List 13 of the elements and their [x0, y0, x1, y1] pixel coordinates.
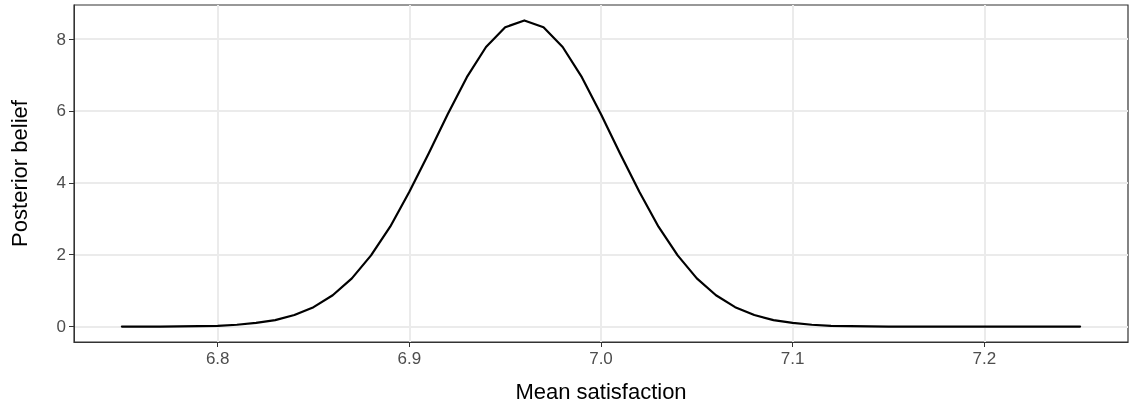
x-tick-label: 6.8 — [205, 349, 230, 368]
x-tick-label: 7.2 — [972, 349, 997, 368]
x-tick-label: 7.0 — [589, 349, 613, 368]
line-series — [120, 19, 1082, 328]
y-tick-label: 8 — [56, 29, 66, 49]
y-tick-label: 4 — [56, 173, 66, 193]
y-tick-label: 2 — [56, 245, 66, 265]
x-tick-label: 6.9 — [397, 349, 422, 368]
x-axis-title: Mean satisfaction — [515, 378, 687, 404]
y-tick-label: 0 — [56, 317, 66, 337]
y-axis-title: Posterior belief — [6, 99, 32, 247]
x-tick-label: 7.1 — [780, 349, 805, 368]
y-tick-label: 6 — [56, 101, 66, 121]
